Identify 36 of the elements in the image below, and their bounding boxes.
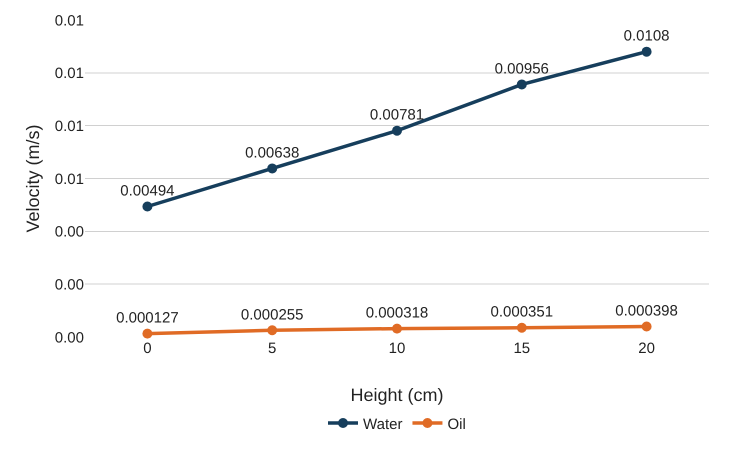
data-label: 0.000351 xyxy=(490,304,554,321)
data-label: 0.00781 xyxy=(370,106,424,124)
x-tick-label: 0 xyxy=(143,340,152,357)
x-axis-title: Height (cm) xyxy=(350,385,444,405)
point xyxy=(267,325,278,336)
x-tick-label: 10 xyxy=(388,340,406,357)
data-label: 0.000255 xyxy=(240,306,304,324)
data-label: 0.000127 xyxy=(116,310,179,327)
data-label: 0.00956 xyxy=(494,60,549,78)
data-label: 0.0108 xyxy=(624,28,670,45)
legend-label: Oil xyxy=(447,416,466,433)
point xyxy=(516,79,527,90)
point xyxy=(142,328,152,339)
data-label: 0.000318 xyxy=(366,304,428,322)
x-tick-label: 15 xyxy=(513,340,530,357)
point xyxy=(516,322,527,333)
point xyxy=(642,321,652,332)
y-axis-title: Velocity (m/s) xyxy=(23,124,43,233)
y-tick-label: 0.01 xyxy=(54,170,84,188)
y-tick-label: 0.00 xyxy=(54,276,84,294)
point xyxy=(267,163,278,174)
data-label: 0.00638 xyxy=(245,144,300,162)
y-tick-label: 0.01 xyxy=(54,12,84,30)
x-tick-label: 20 xyxy=(638,340,655,357)
point xyxy=(392,126,402,136)
point xyxy=(642,46,652,57)
legend-label: Water xyxy=(363,416,402,433)
data-label: 0.00494 xyxy=(120,182,175,200)
y-tick-label: 0.00 xyxy=(54,224,84,241)
point xyxy=(392,324,402,334)
y-tick-label: 0.01 xyxy=(54,65,84,82)
data-label: 0.000398 xyxy=(615,302,678,320)
y-tick-label: 0.00 xyxy=(54,329,84,346)
y-tick-label: 0.01 xyxy=(54,118,84,135)
x-tick-label: 5 xyxy=(268,340,276,357)
point xyxy=(142,202,152,212)
